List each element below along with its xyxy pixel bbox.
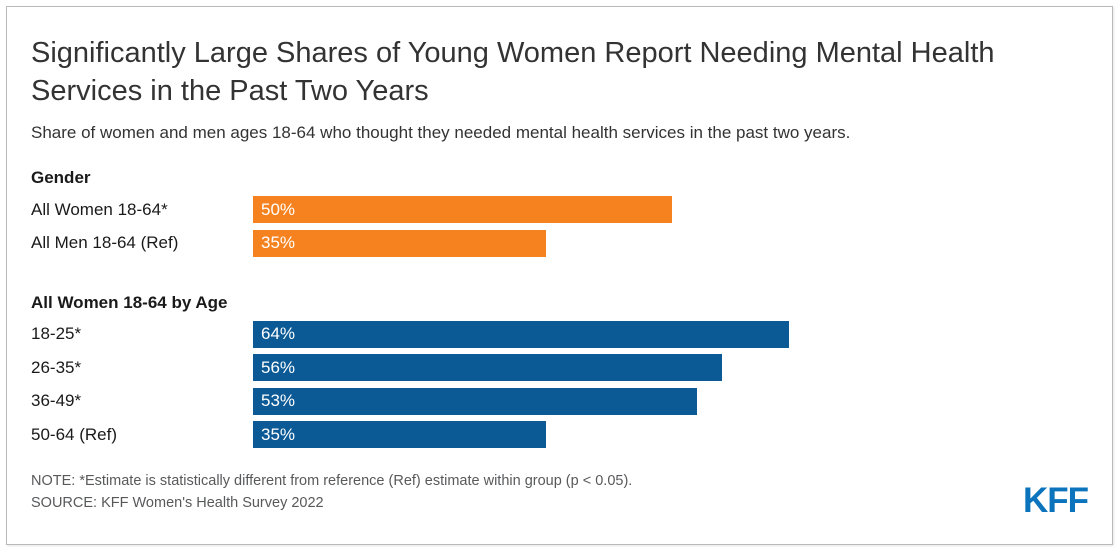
bar-value-label: 53%: [261, 391, 296, 410]
note-text: NOTE: *Estimate is statistically differe…: [31, 473, 633, 489]
bar-label: All Women 18-64*: [31, 199, 168, 219]
chart-subtitle: Share of women and men ages 18-64 who th…: [31, 123, 851, 142]
bar-track: 35%: [253, 229, 1091, 257]
bar: 35%: [253, 229, 547, 257]
bar-label: All Men 18-64 (Ref): [31, 233, 179, 252]
kff-logo: KFF: [1022, 481, 1089, 520]
bar-row: 36-49* 53%: [31, 387, 1091, 415]
bar: 64%: [253, 320, 790, 348]
group-heading: Gender: [31, 168, 91, 187]
bar: 35%: [253, 421, 547, 448]
bar-row: 50-64 (Ref) 35%: [31, 421, 1088, 448]
bar-value-label: 35%: [261, 424, 296, 444]
bar-value-label: 56%: [261, 357, 296, 377]
bar-track: 64%: [253, 320, 1091, 348]
source-text: SOURCE: KFF Women's Health Survey 2022: [31, 495, 324, 511]
bar-label: 36-49*: [31, 391, 82, 410]
bar-group: Gender All Women 18-64* 50% All Men 18-64 (…: [31, 168, 1088, 257]
bar-value-label: 35%: [261, 233, 296, 252]
bar-label: 18-25*: [31, 324, 82, 343]
bar-row: All Women 18-64* 50%: [31, 196, 1088, 223]
bar-track: 50%: [253, 196, 1091, 223]
bar: 50%: [253, 196, 672, 223]
bar: 56%: [253, 354, 723, 381]
bar-group: All Women 18-64 by Age 18-25* 64% 26-35* 56%…: [31, 292, 1091, 448]
bar-row: 18-25* 64%: [31, 320, 1091, 348]
chart-card: Significantly Large Shares of Young Wome…: [6, 6, 1113, 545]
bar-row: 26-35* 56%: [31, 354, 1088, 381]
bar-track: 56%: [253, 354, 1091, 381]
bar: 53%: [253, 387, 698, 415]
bar-track: 35%: [253, 421, 1091, 448]
bar-label: 26-35*: [31, 357, 82, 377]
bar-value-label: 50%: [261, 199, 296, 219]
bar-row: All Men 18-64 (Ref) 35%: [31, 229, 1091, 257]
bar-track: 53%: [253, 387, 1091, 415]
bar-value-label: 64%: [261, 324, 296, 343]
group-heading: All Women 18-64 by Age: [31, 292, 228, 312]
bar-chart: Gender All Women 18-64* 50% All Men 18-64 (…: [31, 168, 1088, 448]
chart-title: Significantly Large Shares of Young Wome…: [31, 37, 995, 107]
bar-label: 50-64 (Ref): [31, 424, 117, 444]
